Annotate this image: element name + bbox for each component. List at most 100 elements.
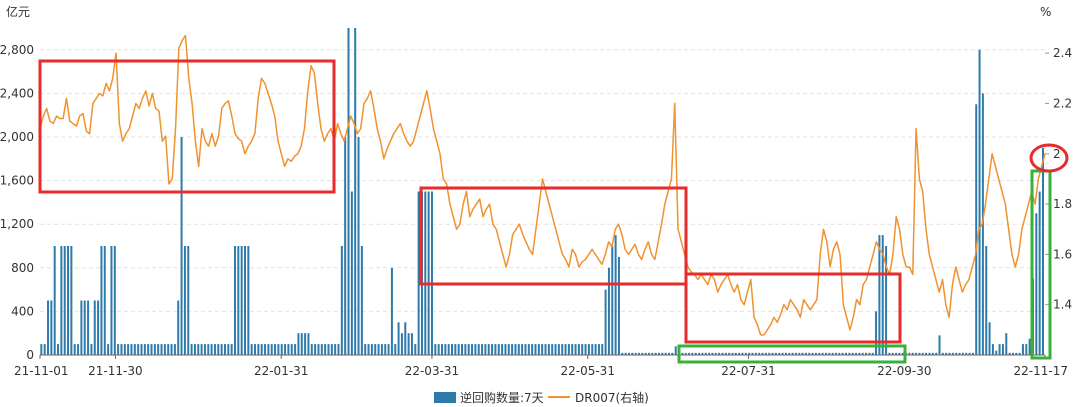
left-tick-label: 2,800 <box>0 43 34 57</box>
line-series <box>39 34 1046 336</box>
bar <box>250 344 253 355</box>
bar <box>668 352 671 355</box>
bar <box>444 344 447 355</box>
x-tick-label: 21-11-30 <box>88 364 142 378</box>
bar <box>47 300 50 355</box>
bar <box>858 352 861 355</box>
bar <box>1028 338 1031 355</box>
bar <box>798 352 801 355</box>
bar <box>881 235 884 355</box>
bar <box>364 344 367 355</box>
bar <box>170 344 173 355</box>
bar <box>764 352 767 355</box>
bar <box>257 344 260 355</box>
bar <box>477 344 480 355</box>
left-tick-label: 800 <box>11 261 34 275</box>
bar <box>50 300 53 355</box>
bar <box>514 344 517 355</box>
bar <box>290 344 293 355</box>
bar <box>87 300 90 355</box>
bar <box>213 344 216 355</box>
bar <box>157 344 160 355</box>
bar <box>901 352 904 355</box>
legend-item-line[interactable]: DR007(右轴) <box>548 390 649 405</box>
bar <box>274 344 277 355</box>
bar <box>614 235 617 355</box>
bar <box>584 344 587 355</box>
bar <box>494 344 497 355</box>
bar <box>898 352 901 355</box>
bar <box>67 246 70 355</box>
bar <box>537 344 540 355</box>
bar <box>1011 352 1014 355</box>
bar <box>183 246 186 355</box>
bar <box>855 352 858 355</box>
bar <box>891 352 894 355</box>
bar <box>744 352 747 355</box>
bar <box>284 344 287 355</box>
bar <box>958 352 961 355</box>
bar <box>484 344 487 355</box>
legend-swatch-bars <box>434 392 456 403</box>
bar <box>83 300 86 355</box>
bar <box>107 344 110 355</box>
bar <box>911 352 914 355</box>
bar <box>210 344 213 355</box>
bar <box>531 344 534 355</box>
left-axis: 0 400 800 1,200 1,600 2,000 2,400 2,800 <box>0 43 34 362</box>
bar <box>664 352 667 355</box>
bar <box>504 344 507 355</box>
bar <box>1042 147 1044 355</box>
bar <box>814 352 817 355</box>
bar <box>651 352 654 355</box>
bar <box>464 344 467 355</box>
bar <box>163 344 166 355</box>
bar <box>467 344 470 355</box>
bar <box>834 352 837 355</box>
bar <box>621 352 624 355</box>
dr007-line <box>39 34 1046 336</box>
right-tick-label: 2.4 <box>1053 46 1072 60</box>
bar <box>117 344 120 355</box>
bar <box>233 246 236 355</box>
x-tick-label: 22-01-31 <box>254 364 308 378</box>
bar <box>77 344 80 355</box>
bar <box>828 352 831 355</box>
bar <box>267 344 270 355</box>
bar <box>254 344 257 355</box>
bar <box>100 246 103 355</box>
left-tick-label: 400 <box>11 304 34 318</box>
bar <box>741 352 744 355</box>
bar <box>778 352 781 355</box>
bar <box>80 300 83 355</box>
bar <box>507 344 510 355</box>
bar <box>761 352 764 355</box>
bar <box>644 352 647 355</box>
bar <box>430 191 433 355</box>
bar <box>240 246 243 355</box>
bar <box>774 352 777 355</box>
bar <box>317 344 320 355</box>
legend-item-bars[interactable]: 逆回购数量:7天 <box>434 390 544 405</box>
bar <box>180 137 183 355</box>
right-axis: 1.4 1.6 1.8 2 2.2 2.4 <box>1045 46 1072 312</box>
bar <box>330 344 333 355</box>
bar <box>541 344 544 355</box>
bar <box>270 344 273 355</box>
bar <box>300 333 303 355</box>
bar <box>681 352 684 355</box>
x-tick-label: 22-07-31 <box>721 364 775 378</box>
bar <box>1005 333 1008 355</box>
bar <box>390 267 393 355</box>
bar <box>40 344 43 355</box>
bar <box>704 352 707 355</box>
bar <box>748 352 751 355</box>
bar <box>110 246 113 355</box>
x-axis: 21-11-01 21-11-30 22-01-31 22-03-31 22-05-31… <box>14 355 1068 378</box>
bar <box>197 344 200 355</box>
bar <box>70 246 73 355</box>
bar <box>591 344 594 355</box>
bar <box>1001 344 1004 355</box>
bar <box>988 322 991 355</box>
